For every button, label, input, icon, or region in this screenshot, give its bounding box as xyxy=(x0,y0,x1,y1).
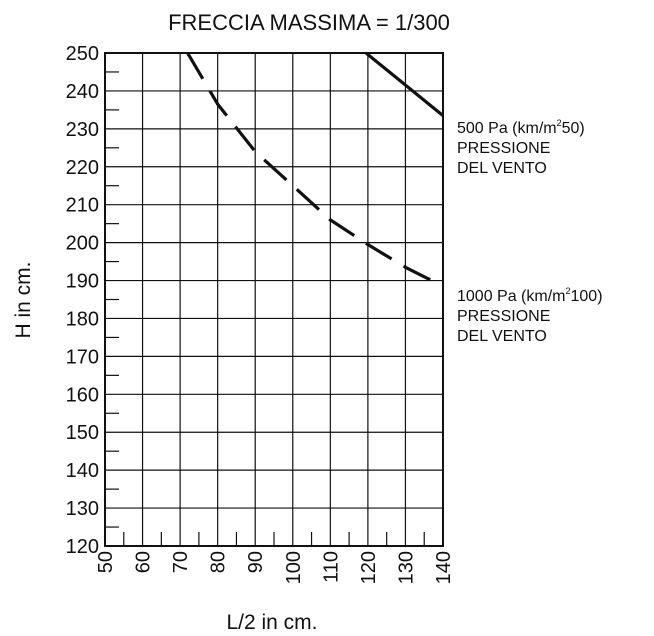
legend-500pa-superscript: 2 xyxy=(557,118,562,128)
y-tick-label: 240 xyxy=(66,81,99,103)
y-tick-label: 180 xyxy=(66,308,99,330)
series-lines xyxy=(186,51,445,288)
legend-500pa-line1-a: 500 Pa (km/m xyxy=(457,120,557,137)
y-tick-label: 140 xyxy=(66,460,99,482)
y-tick-label: 210 xyxy=(66,195,99,217)
x-tick-label: 70 xyxy=(170,551,192,573)
y-tick-label: 220 xyxy=(66,157,99,179)
y-tick-label: 160 xyxy=(66,384,99,406)
y-tick-label: 190 xyxy=(66,271,99,293)
legend-1000pa-superscript: 2 xyxy=(565,286,570,296)
x-tick-label: 120 xyxy=(358,551,380,584)
legend-500pa-line2: PRESSIONE xyxy=(457,140,550,157)
y-axis-label: H in cm. xyxy=(12,261,35,338)
chart-title: FRECCIA MASSIMA = 1/300 xyxy=(168,10,450,35)
grid xyxy=(104,52,444,547)
x-tick-label: 80 xyxy=(208,551,230,573)
legend-1000pa-line1-b: 100) xyxy=(571,288,603,305)
x-tick-label: 90 xyxy=(245,551,267,573)
x-tick-label: 50 xyxy=(95,551,117,573)
plot-frame xyxy=(104,52,444,547)
y-tick-label: 170 xyxy=(66,346,99,368)
y-tick-label: 250 xyxy=(66,43,99,65)
series-line-1000pa xyxy=(186,52,444,288)
legend-1000pa-line2: PRESSIONE xyxy=(457,308,550,325)
y-tick-labels: 120 130 140 150 160 170 180 190 200 210 220 230 240 2… xyxy=(66,43,99,558)
y-tick-label: 130 xyxy=(66,498,99,520)
legend-1000pa-line1: 1000 Pa (km/m2100) xyxy=(457,286,603,305)
legend-500pa-line1-b: 50) xyxy=(562,120,585,137)
minor-ticks xyxy=(105,71,425,546)
y-tick-label: 200 xyxy=(66,233,99,255)
legend-500pa-line3: DEL VENTO xyxy=(457,160,547,177)
y-tick-label: 120 xyxy=(66,536,99,558)
legend-1000pa-line1-a: 1000 Pa (km/m xyxy=(457,288,565,305)
y-tick-label: 230 xyxy=(66,119,99,141)
x-tick-label: 140 xyxy=(433,551,455,584)
legend-500pa: 500 Pa (km/m250) PRESSIONE DEL VENTO xyxy=(457,118,585,177)
legend-500pa-line1: 500 Pa (km/m250) xyxy=(457,118,585,137)
x-tick-label: 100 xyxy=(283,551,305,584)
x-tick-label: 60 xyxy=(133,551,155,573)
y-tick-label: 150 xyxy=(66,422,99,444)
legend-1000pa-line3: DEL VENTO xyxy=(457,328,547,345)
legend-1000pa: 1000 Pa (km/m2100) PRESSIONE DEL VENTO xyxy=(457,286,603,345)
x-axis-label: L/2 in cm. xyxy=(226,611,317,634)
x-tick-labels: 50 60 70 80 90 100 110 120 130 140 xyxy=(95,551,455,584)
x-tick-label: 130 xyxy=(395,551,417,584)
series-line-500pa xyxy=(364,51,445,117)
x-tick-label: 110 xyxy=(320,551,342,583)
